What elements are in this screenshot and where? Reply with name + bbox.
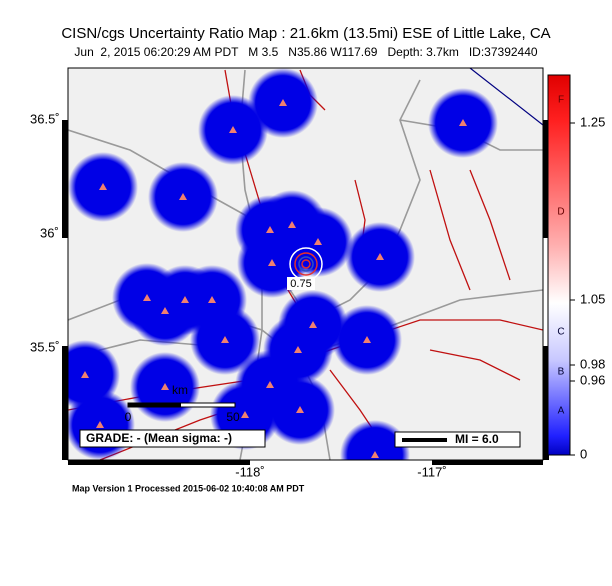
station [179, 193, 187, 200]
contour-label: 0.75 [290, 278, 311, 290]
boundary [469, 68, 543, 126]
colorbar-label: 1.05 [580, 291, 605, 306]
station [459, 119, 467, 126]
frame-tick [543, 346, 549, 460]
scale-unit: km [172, 383, 188, 397]
station [241, 411, 249, 418]
mi-box [394, 431, 521, 448]
map-layer: 0.75 [68, 68, 543, 460]
fault [429, 349, 521, 381]
station [96, 421, 104, 428]
subtitle: Jun 2, 2015 06:20:29 AM PDT M 3.5 N35.86… [74, 45, 537, 59]
frame-tick [68, 460, 250, 465]
frame-tick [62, 120, 68, 238]
station [161, 383, 169, 390]
grade-letter: C [557, 327, 564, 338]
colorbar-label: 1.25 [580, 114, 605, 129]
scale-end: 50 [226, 410, 240, 424]
fault [469, 169, 511, 281]
frame-tick [543, 120, 549, 238]
grade-text: GRADE: - (Mean sigma: -) [86, 431, 232, 445]
contour [301, 259, 311, 269]
lat-label: 36.5˚ [30, 111, 60, 126]
contour-label-bg [287, 277, 315, 290]
station [161, 307, 169, 314]
scale-bar-fill [128, 403, 181, 407]
station-coverage [340, 420, 410, 460]
station [376, 253, 384, 260]
grade-letter: F [558, 95, 564, 106]
footer: Map Version 1 Processed 2015-06-02 10:40… [72, 483, 305, 493]
lon-label: -117˚ [417, 464, 446, 479]
frame-ticks [62, 120, 549, 465]
fault [429, 169, 471, 291]
scale-start: 0 [125, 410, 132, 424]
lon-label: -118˚ [235, 464, 264, 479]
station [221, 336, 229, 343]
mi-text: MI = 6.0 [455, 432, 499, 446]
station [371, 451, 379, 458]
colorbar-label: 0 [580, 446, 587, 461]
lat-label: 36˚ [40, 225, 59, 240]
station [143, 294, 151, 301]
grade-letter: B [558, 367, 565, 378]
station [266, 226, 274, 233]
lat-label: 35.5˚ [30, 339, 60, 354]
scale-bar: km 0 50 [125, 383, 240, 424]
station [309, 321, 317, 328]
map-frame [67, 67, 544, 461]
contour [294, 252, 318, 276]
station [81, 371, 89, 378]
station [266, 381, 274, 388]
station [229, 126, 237, 133]
station [99, 183, 107, 190]
station [288, 221, 296, 228]
station [314, 238, 322, 245]
contour [298, 256, 314, 272]
title: CISN/cgs Uncertainty Ratio Map : 21.6km … [61, 25, 550, 42]
station [268, 259, 276, 266]
station [294, 346, 302, 353]
colorbar [547, 74, 571, 456]
station [181, 296, 189, 303]
frame-tick [432, 460, 543, 465]
colorbar-label: 0.96 [580, 372, 605, 387]
station [279, 99, 287, 106]
station [208, 296, 216, 303]
grade-letter: D [557, 207, 564, 218]
colorbar-label: 0.98 [580, 356, 605, 371]
frame-tick [62, 346, 68, 460]
grade-letter: A [558, 406, 565, 417]
mi-line [402, 438, 447, 442]
station [363, 336, 371, 343]
station [296, 406, 304, 413]
grade-box [79, 429, 266, 448]
